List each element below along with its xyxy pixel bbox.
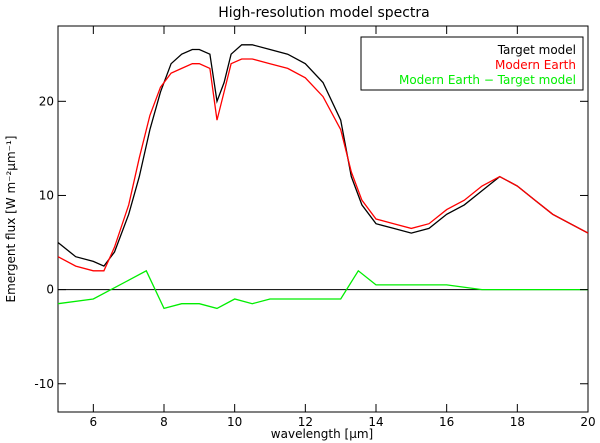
legend: Target model Modern Earth Modern Earth −… — [360, 36, 584, 91]
x-tick-label: 18 — [510, 415, 525, 429]
legend-box — [360, 36, 584, 91]
legend-entry-modern-earth: Modern Earth — [495, 58, 576, 72]
x-tick-label: 12 — [298, 415, 313, 429]
y-tick-label: -10 — [34, 377, 54, 391]
series-line-2 — [57, 269, 588, 310]
x-tick-label: 20 — [580, 415, 595, 429]
plot-frame — [57, 25, 589, 413]
y-tick-label: 20 — [39, 94, 54, 108]
x-tick-label: 16 — [439, 415, 454, 429]
legend-entry-target-model: Target model — [497, 43, 576, 57]
y-axis-label: Emergent flux [W m⁻²μm⁻¹] — [4, 136, 18, 303]
y-tick-label: 10 — [39, 188, 54, 202]
x-axis-ticks: 6 8 10 12 14 16 18 20 — [90, 26, 596, 429]
y-tick-label: 0 — [46, 283, 54, 297]
legend-entry-difference: Modern Earth − Target model — [399, 73, 576, 87]
plot-area — [57, 25, 589, 413]
series-layer — [57, 44, 589, 310]
x-tick-label: 6 — [90, 415, 98, 429]
series-line-1 — [57, 58, 589, 272]
y-axis-ticks: -10 0 10 20 — [34, 94, 588, 391]
series-line-0 — [57, 44, 589, 267]
x-axis-label: wavelength [μm] — [271, 427, 373, 441]
x-tick-label: 10 — [227, 415, 242, 429]
chart-title: High-resolution model spectra — [218, 5, 430, 21]
x-tick-label: 8 — [160, 415, 168, 429]
x-tick-label: 14 — [368, 415, 383, 429]
